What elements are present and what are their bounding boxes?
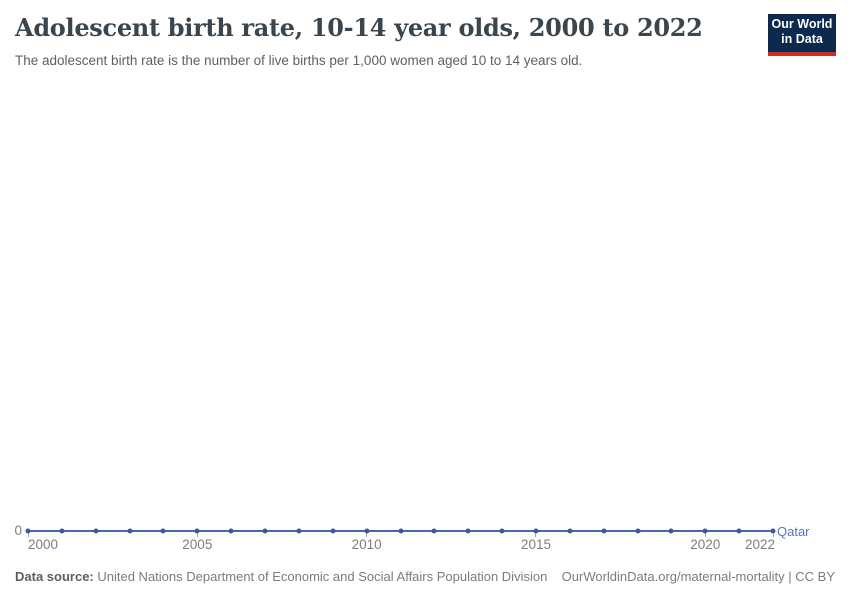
data-point-2004 <box>160 528 166 534</box>
x-axis-tick-label: 2015 <box>520 537 551 552</box>
data-point-2008 <box>296 528 302 534</box>
data-point-2012 <box>431 528 437 534</box>
data-point-2003 <box>127 528 133 534</box>
data-point-2020 <box>702 528 708 534</box>
data-point-2017 <box>601 528 607 534</box>
data-point-2011 <box>398 528 403 534</box>
data-point-2014 <box>499 528 505 534</box>
data-point-2021 <box>736 528 742 534</box>
x-axis-tick <box>704 531 706 537</box>
chart-subtitle: The adolescent birth rate is the number … <box>15 53 583 68</box>
data-source-value: United Nations Department of Economic an… <box>93 569 548 584</box>
data-point-2010 <box>364 528 370 534</box>
data-point-2018 <box>635 528 641 534</box>
data-point-2007 <box>262 528 268 534</box>
data-point-2009 <box>330 528 336 534</box>
data-point-2000 <box>25 528 31 534</box>
data-point-2005 <box>194 528 200 534</box>
x-axis-tick <box>772 531 774 537</box>
y-axis-tick-label: 0 <box>14 523 22 538</box>
data-point-2022 <box>770 528 776 534</box>
data-point-2006 <box>228 528 234 534</box>
data-point-2001 <box>59 528 65 534</box>
x-axis-tick-label: 2005 <box>182 537 213 552</box>
x-axis-tick <box>27 531 29 537</box>
x-axis-tick-label: 2000 <box>28 537 59 552</box>
data-point-2002 <box>93 528 99 534</box>
owid-logo-line1: Our World <box>771 17 833 31</box>
data-source-label: Data source: <box>15 569 94 584</box>
page-title: Adolescent birth rate, 10-14 year olds, … <box>15 13 703 42</box>
x-axis-tick <box>196 531 198 537</box>
x-axis-tick <box>366 531 368 537</box>
owid-logo-line2: in Data <box>781 32 823 46</box>
data-point-2016 <box>567 528 573 534</box>
owid-footer-link[interactable]: OurWorldinData.org/maternal-mortality | … <box>561 569 835 584</box>
data-source-note: Data source: United Nations Department o… <box>15 569 547 584</box>
entity-label-qatar[interactable]: Qatar <box>777 524 810 539</box>
owid-logo[interactable]: Our World in Data <box>768 14 836 56</box>
x-axis-tick-label: 2020 <box>690 537 721 552</box>
chart-footer: Data source: United Nations Department o… <box>15 569 835 584</box>
x-axis-tick-label: 2022 <box>744 537 775 552</box>
x-axis-tick <box>535 531 537 537</box>
data-point-2019 <box>668 528 674 534</box>
data-point-2015 <box>533 528 539 534</box>
data-point-2013 <box>465 528 471 534</box>
x-axis-tick-label: 2010 <box>351 537 382 552</box>
